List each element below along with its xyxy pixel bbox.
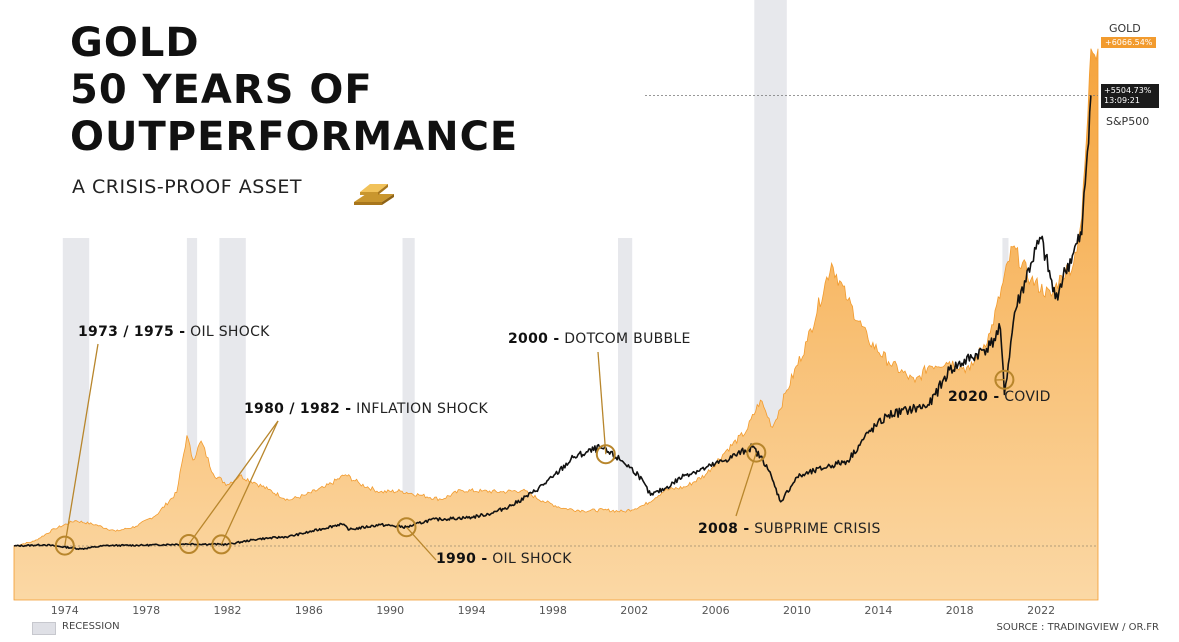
- sp500-series-tag: S&P500: [1106, 115, 1150, 128]
- x-tick-label: 2002: [620, 604, 648, 617]
- chart-subtitle: A CRISIS-PROOF ASSET: [72, 176, 302, 198]
- event-label-subprime-crisis: 2008 - SUBPRIME CRISIS: [698, 521, 881, 537]
- x-tick-label: 2018: [946, 604, 974, 617]
- event-pointer-line: [406, 526, 437, 561]
- event-marker-circle: [595, 444, 616, 465]
- x-tick-label: 1994: [458, 604, 486, 617]
- event-marker-circle: [54, 535, 75, 556]
- x-tick-label: 1974: [51, 604, 79, 617]
- event-marker-circle: [178, 534, 199, 554]
- x-tick-label: 1998: [539, 604, 567, 617]
- event-label-oil-shock-1973: 1973 / 1975 - OIL SHOCK: [78, 324, 270, 340]
- sp500-time: 13:09:21: [1104, 96, 1140, 105]
- event-marker-circle: [211, 534, 232, 555]
- sp500-value-badge: +5504.73% 13:09:21: [1101, 84, 1159, 108]
- event-pointer-line: [597, 351, 607, 455]
- gold-value-badge: +6066.54%: [1101, 37, 1157, 48]
- event-label-oil-shock-1990: 1990 - OIL SHOCK: [436, 551, 572, 567]
- x-tick-label: 2010: [783, 604, 811, 617]
- x-tick-label: 2014: [864, 604, 892, 617]
- recession-band: [186, 238, 198, 600]
- source-credit: SOURCE : TRADINGVIEW / OR.FR: [996, 622, 1159, 633]
- sp500-value: +5504.73%: [1104, 86, 1152, 95]
- sp500-line-series: [13, 95, 1092, 551]
- x-tick-label: 1982: [214, 604, 242, 617]
- event-label-dotcom-bubble: 2000 - DOTCOM BUBBLE: [508, 331, 691, 347]
- event-marker-circle: [994, 369, 1015, 390]
- event-marker-circle: [746, 442, 767, 463]
- x-tick-label: 1978: [132, 604, 160, 617]
- x-tick-label: 1990: [376, 604, 404, 617]
- event-label-covid: 2020 - COVID: [948, 389, 1051, 405]
- gold-series-tag: GOLD: [1109, 22, 1141, 35]
- event-pointer-line: [220, 420, 279, 545]
- x-tick-label: 2022: [1027, 604, 1055, 617]
- gold-bar-icon: [354, 184, 394, 205]
- event-marker-circle: [396, 517, 417, 538]
- recession-legend-swatch: [32, 622, 56, 635]
- title-line-1: GOLD: [70, 20, 200, 66]
- title-line-3: OUTPERFORMANCE: [70, 114, 519, 160]
- event-label-inflation-shock: 1980 / 1982 - INFLATION SHOCK: [244, 401, 488, 417]
- recession-legend-label: RECESSION: [62, 621, 120, 632]
- gold-area-series: [13, 48, 1099, 601]
- event-pointer-line: [735, 452, 757, 517]
- x-tick-label: 2006: [702, 604, 730, 617]
- title-line-2: 50 YEARS OF: [70, 67, 373, 113]
- event-pointer-line: [64, 343, 99, 546]
- x-tick-label: 1986: [295, 604, 323, 617]
- event-pointer-line: [188, 420, 279, 545]
